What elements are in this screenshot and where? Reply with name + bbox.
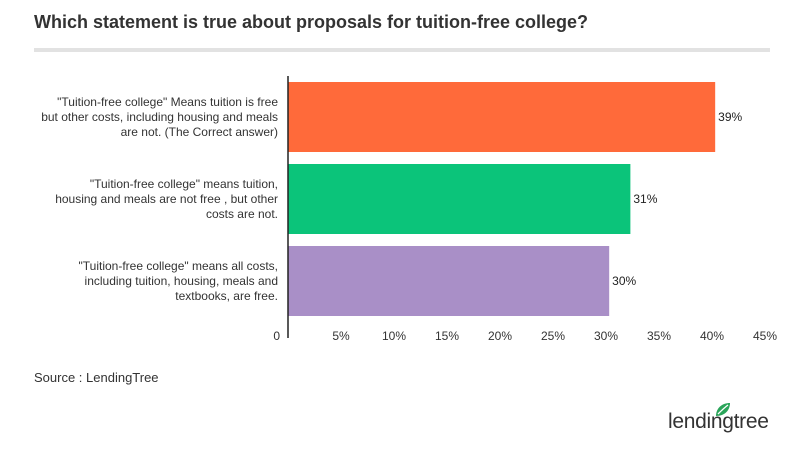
x-tick-label: 30%	[594, 329, 618, 343]
data-label: 31%	[633, 192, 657, 206]
bar	[288, 246, 610, 316]
title-divider	[34, 48, 770, 52]
category-label: "Tuition-free college" means all costs, i…	[79, 259, 279, 303]
bar	[288, 164, 631, 234]
x-tick-label: 25%	[541, 329, 565, 343]
data-label: 30%	[612, 274, 636, 288]
category-label: "Tuition-free college" means tuition, hou…	[55, 177, 278, 221]
bar	[288, 82, 716, 152]
x-tick-label: 15%	[435, 329, 459, 343]
leaf-icon	[716, 403, 730, 416]
x-tick-label: 45%	[753, 329, 777, 343]
x-tick-label: 0	[273, 329, 280, 343]
source-note: Source : LendingTree	[34, 370, 159, 385]
category-label: "Tuition-free college" Means tuition is …	[41, 95, 278, 139]
logo-wordmark: lendingtree	[668, 410, 769, 433]
x-tick-label: 40%	[700, 329, 724, 343]
data-label: 39%	[718, 110, 742, 124]
x-tick-label: 10%	[382, 329, 406, 343]
x-tick-label: 35%	[647, 329, 671, 343]
x-tick-label: 5%	[332, 329, 350, 343]
chart-title: Which statement is true about proposals …	[34, 12, 589, 32]
lendingtree-logo: lendingtree	[668, 402, 778, 438]
x-tick-label: 20%	[488, 329, 512, 343]
